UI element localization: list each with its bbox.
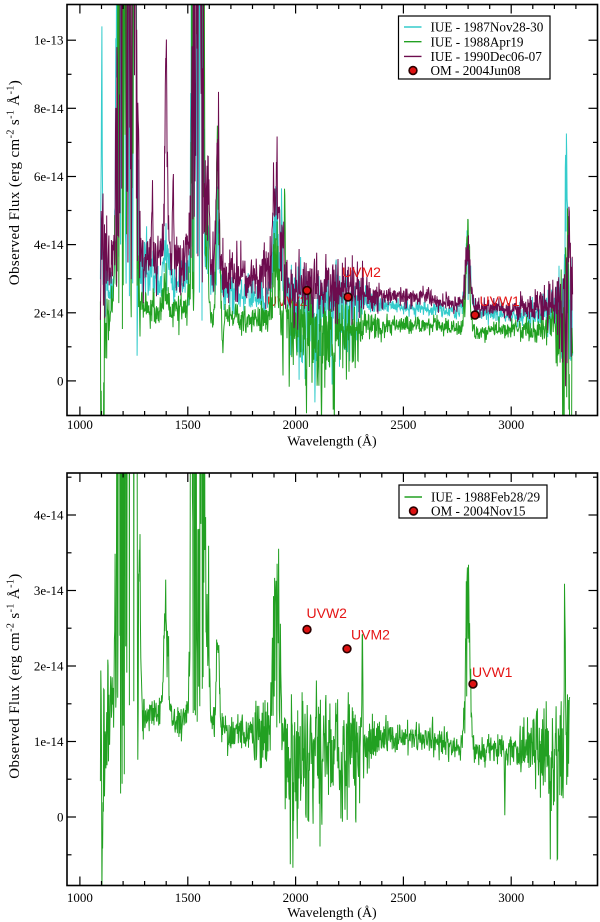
svg-text:3000: 3000 bbox=[498, 890, 524, 905]
svg-text:1e-13: 1e-13 bbox=[34, 33, 64, 48]
svg-text:0: 0 bbox=[57, 373, 64, 388]
svg-text:IUE - 1987Nov28-30: IUE - 1987Nov28-30 bbox=[431, 20, 544, 35]
svg-text:3e-14: 3e-14 bbox=[34, 583, 64, 598]
svg-text:4e-14: 4e-14 bbox=[34, 508, 64, 523]
svg-text:OM - 2004Nov15: OM - 2004Nov15 bbox=[431, 504, 526, 519]
svg-text:3000: 3000 bbox=[498, 417, 524, 432]
svg-text:8e-14: 8e-14 bbox=[34, 101, 64, 116]
svg-text:IUE - 1990Dec06-07: IUE - 1990Dec06-07 bbox=[431, 49, 543, 64]
svg-text:UVW1: UVW1 bbox=[480, 293, 521, 309]
svg-text:6e-14: 6e-14 bbox=[34, 169, 64, 184]
svg-text:IUE - 1988Apr19: IUE - 1988Apr19 bbox=[431, 34, 524, 49]
svg-text:OM - 2004Jun08: OM - 2004Jun08 bbox=[431, 63, 522, 78]
svg-text:1500: 1500 bbox=[175, 890, 201, 905]
svg-text:0: 0 bbox=[57, 810, 64, 825]
svg-text:2500: 2500 bbox=[390, 890, 416, 905]
svg-text:Wavelength (Å): Wavelength (Å) bbox=[287, 905, 377, 921]
svg-text:Wavelength (Å): Wavelength (Å) bbox=[287, 434, 377, 450]
svg-text:2e-14: 2e-14 bbox=[34, 305, 64, 320]
svg-text:1000: 1000 bbox=[67, 417, 93, 432]
svg-text:1e-14: 1e-14 bbox=[34, 734, 64, 749]
svg-text:UVW2: UVW2 bbox=[307, 605, 348, 621]
svg-text:Observed Flux (erg cm-2 s-1 Å-: Observed Flux (erg cm-2 s-1 Å-1) bbox=[6, 80, 24, 285]
svg-text:2500: 2500 bbox=[390, 417, 416, 432]
svg-text:UVM2: UVM2 bbox=[351, 627, 390, 643]
svg-text:2000: 2000 bbox=[283, 890, 309, 905]
svg-text:4e-14: 4e-14 bbox=[34, 237, 64, 252]
svg-text:2e-14: 2e-14 bbox=[34, 659, 64, 674]
svg-text:IUE - 1988Feb28/29: IUE - 1988Feb28/29 bbox=[431, 490, 541, 505]
svg-text:1000: 1000 bbox=[67, 890, 93, 905]
svg-text:1500: 1500 bbox=[175, 417, 201, 432]
svg-text:2000: 2000 bbox=[283, 417, 309, 432]
svg-text:UVM2: UVM2 bbox=[342, 264, 381, 280]
svg-text:Observed Flux (erg cm-2 s-1 Å-: Observed Flux (erg cm-2 s-1 Å-1) bbox=[6, 573, 24, 778]
svg-text:UVW1: UVW1 bbox=[472, 664, 513, 680]
